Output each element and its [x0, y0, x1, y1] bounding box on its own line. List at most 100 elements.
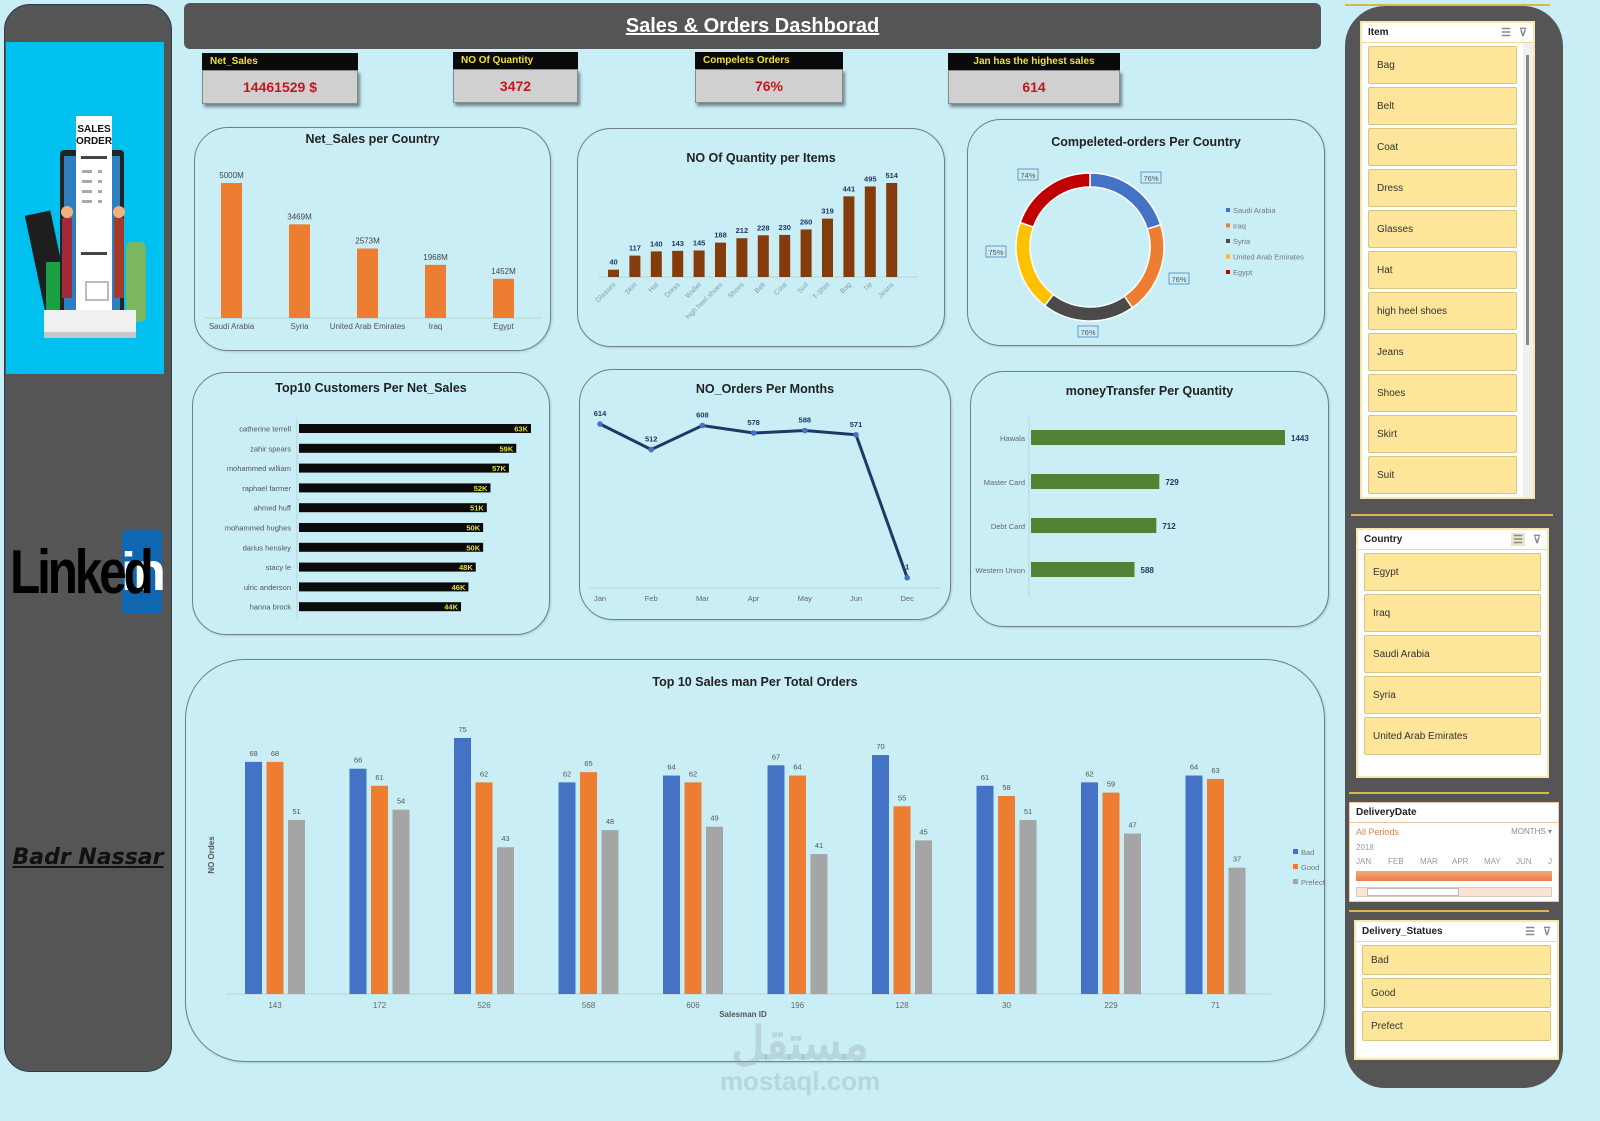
svg-text:Belt: Belt — [754, 281, 768, 295]
clear-filter-icon[interactable]: ⊽ — [1532, 534, 1541, 546]
timeline-scrollbar[interactable] — [1356, 887, 1552, 897]
slicer-option[interactable]: Hat — [1368, 251, 1517, 289]
slicer-option[interactable]: Suit — [1368, 456, 1517, 494]
svg-text:Wallet: Wallet — [684, 281, 703, 300]
svg-text:43: 43 — [501, 834, 509, 843]
svg-text:75: 75 — [458, 725, 466, 734]
svg-text:darius hensley: darius hensley — [243, 543, 292, 552]
svg-text:zahir spears: zahir spears — [250, 444, 291, 453]
svg-text:143: 143 — [268, 1001, 282, 1010]
clear-filter-icon[interactable]: ⊽ — [1542, 926, 1551, 938]
slicer-option[interactable]: Prefect — [1362, 1011, 1551, 1041]
bar — [299, 582, 469, 592]
chart-title: Top 10 Sales man Per Total Orders — [652, 675, 858, 689]
timeline-delivery-date[interactable]: DeliveryDate All Periods MONTHS ▾ 2018 J… — [1349, 802, 1559, 902]
svg-text:588: 588 — [1141, 566, 1155, 575]
slicer-option[interactable]: Skirt — [1368, 415, 1517, 453]
gold-divider — [1351, 514, 1553, 516]
linkedin-logo[interactable]: Linked in — [10, 530, 166, 614]
slicer-scrollbar[interactable] — [1523, 43, 1533, 497]
timeline-month[interactable]: MAY — [1484, 857, 1501, 866]
slicer-option[interactable]: Jeans — [1368, 333, 1517, 371]
chart-title: Top10 Customers Per Net_Sales — [275, 381, 467, 395]
svg-text:140: 140 — [650, 239, 663, 248]
svg-text:ORDER: ORDER — [76, 136, 113, 147]
svg-text:76%: 76% — [1171, 275, 1186, 284]
multi-select-icon[interactable]: ☰ — [1525, 926, 1535, 938]
svg-text:hanna brock: hanna brock — [250, 603, 292, 612]
slicer-item: Item ☰ ⊽ Bag Belt Coat Dress Glasses Hat high … — [1360, 21, 1535, 499]
bar — [886, 183, 898, 277]
svg-text:Dress: Dress — [664, 281, 682, 299]
donut-slice — [1043, 293, 1134, 322]
timeline-month[interactable]: FEB — [1388, 857, 1404, 866]
slicer-option[interactable]: Shoes — [1368, 374, 1517, 412]
kpi-value: 3472 — [453, 69, 578, 103]
svg-text:62: 62 — [689, 769, 697, 778]
svg-text:128: 128 — [895, 1001, 909, 1010]
multi-select-icon[interactable]: ☰ — [1511, 533, 1525, 546]
timeline-month[interactable]: J — [1548, 857, 1552, 866]
chart-completed-orders-per-country: Compeleted-orders Per Country 76% 76% 76% 7… — [967, 119, 1325, 346]
bar — [221, 183, 242, 318]
bar-bad — [558, 782, 576, 994]
bar-bad — [1081, 782, 1098, 994]
slicer-option[interactable]: Belt — [1368, 87, 1517, 125]
chart-net-sales-per-country: Net_Sales per Country 5000M Saudi Arabia 3… — [194, 127, 551, 351]
donut-slice — [1019, 172, 1091, 229]
slicer-option[interactable]: Egypt — [1364, 553, 1541, 591]
timeline-month[interactable]: MAR — [1420, 857, 1438, 866]
slicer-header: Item ☰ ⊽ — [1362, 23, 1533, 43]
slicer-option[interactable]: Good — [1362, 978, 1551, 1008]
slicer-option[interactable]: Saudi Arabia — [1364, 635, 1541, 673]
svg-text:Syria: Syria — [290, 322, 309, 331]
timeline-month[interactable]: JAN — [1356, 857, 1372, 866]
bar-prefect — [601, 830, 619, 994]
svg-text:47: 47 — [1128, 821, 1136, 830]
chart-title: moneyTransfer Per Quantity — [1065, 384, 1234, 398]
grouped-bar-chart: 68 68 51 143 66 61 54 172 75 62 43 526 62 65 48 568 64 62… — [207, 725, 1326, 1019]
svg-text:Saudi Arabia: Saudi Arabia — [209, 322, 255, 331]
svg-text:48K: 48K — [459, 563, 473, 572]
svg-text:1443: 1443 — [1291, 434, 1309, 443]
svg-text:61: 61 — [375, 773, 383, 782]
kpi-quantity: NO Of Quantity 3472 — [453, 52, 578, 103]
bar — [299, 443, 517, 453]
bar-prefect — [915, 840, 932, 994]
timeline-selection-bar[interactable] — [1356, 871, 1552, 881]
slicer-option[interactable]: Iraq — [1364, 594, 1541, 632]
kpi-value: 14461529 $ — [202, 70, 358, 104]
bar-bad — [976, 785, 994, 994]
svg-text:44K: 44K — [444, 603, 458, 612]
timeline-granularity-dropdown[interactable]: MONTHS ▾ — [1511, 827, 1552, 836]
multi-select-icon[interactable]: ☰ — [1501, 27, 1511, 39]
slicer-title: Delivery_Statues — [1362, 926, 1443, 937]
clear-filter-icon[interactable]: ⊽ — [1518, 27, 1527, 39]
slicer-option[interactable]: Bad — [1362, 945, 1551, 975]
svg-text:stacy le: stacy le — [266, 563, 291, 572]
slicer-option[interactable]: Glasses — [1368, 210, 1517, 248]
bar-good — [893, 806, 911, 994]
svg-text:65: 65 — [584, 759, 592, 768]
slicer-option[interactable]: Coat — [1368, 128, 1517, 166]
slicer-option[interactable]: Dress — [1368, 169, 1517, 207]
scrollbar-thumb[interactable] — [1526, 55, 1529, 345]
timeline-month[interactable]: JUN — [1516, 857, 1532, 866]
timeline-month[interactable]: APR — [1452, 857, 1469, 866]
scrollbar-thumb[interactable] — [1367, 888, 1459, 896]
slicer-option[interactable]: high heel shoes — [1368, 292, 1517, 330]
watermark: مستقل mostaql.com — [719, 1017, 881, 1096]
slicer-option[interactable]: Syria — [1364, 676, 1541, 714]
bar — [736, 238, 748, 277]
bar-prefect — [810, 854, 828, 994]
bar-bad — [767, 765, 785, 994]
svg-text:59K: 59K — [500, 444, 514, 453]
slicer-option[interactable]: United Arab Emirates — [1364, 717, 1541, 755]
slicer-option[interactable]: Bag — [1368, 46, 1517, 84]
kpi-value: 76% — [695, 69, 843, 103]
svg-text:37: 37 — [1233, 855, 1241, 864]
svg-text:57K: 57K — [492, 464, 506, 473]
linkedin-wordmark: Linked — [10, 537, 154, 607]
bar-prefect — [392, 809, 410, 994]
svg-text:117: 117 — [629, 244, 641, 253]
